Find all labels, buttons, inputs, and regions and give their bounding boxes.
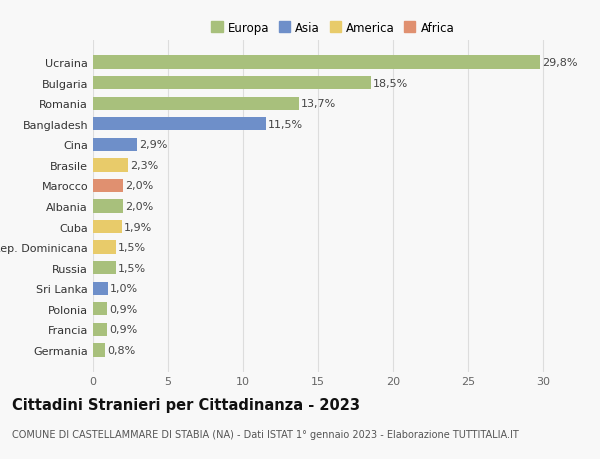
Text: 18,5%: 18,5% — [373, 78, 408, 89]
Bar — [93, 241, 115, 254]
Text: 13,7%: 13,7% — [301, 99, 336, 109]
Bar — [93, 302, 107, 316]
Text: Cittadini Stranieri per Cittadinanza - 2023: Cittadini Stranieri per Cittadinanza - 2… — [12, 397, 360, 412]
Bar — [93, 262, 115, 275]
Text: 1,9%: 1,9% — [124, 222, 152, 232]
Bar — [93, 56, 540, 70]
Text: 0,9%: 0,9% — [109, 325, 137, 335]
Text: 1,5%: 1,5% — [118, 263, 146, 273]
Legend: Europa, Asia, America, Africa: Europa, Asia, America, Africa — [209, 19, 457, 37]
Bar — [93, 323, 107, 336]
Bar — [93, 159, 128, 172]
Text: 2,0%: 2,0% — [125, 202, 154, 212]
Text: 29,8%: 29,8% — [542, 58, 578, 68]
Text: 11,5%: 11,5% — [268, 119, 303, 129]
Text: 2,9%: 2,9% — [139, 140, 167, 150]
Bar — [93, 282, 108, 295]
Text: 2,3%: 2,3% — [130, 161, 158, 171]
Bar — [93, 97, 299, 111]
Bar — [93, 77, 371, 90]
Text: 1,0%: 1,0% — [110, 284, 139, 294]
Bar — [93, 179, 123, 193]
Bar — [93, 118, 265, 131]
Text: 0,8%: 0,8% — [107, 345, 136, 355]
Text: 0,9%: 0,9% — [109, 304, 137, 314]
Text: COMUNE DI CASTELLAMMARE DI STABIA (NA) - Dati ISTAT 1° gennaio 2023 - Elaborazio: COMUNE DI CASTELLAMMARE DI STABIA (NA) -… — [12, 429, 519, 439]
Text: 1,5%: 1,5% — [118, 242, 146, 252]
Bar — [93, 220, 121, 234]
Bar — [93, 200, 123, 213]
Bar — [93, 343, 105, 357]
Bar — [93, 138, 137, 151]
Text: 2,0%: 2,0% — [125, 181, 154, 191]
